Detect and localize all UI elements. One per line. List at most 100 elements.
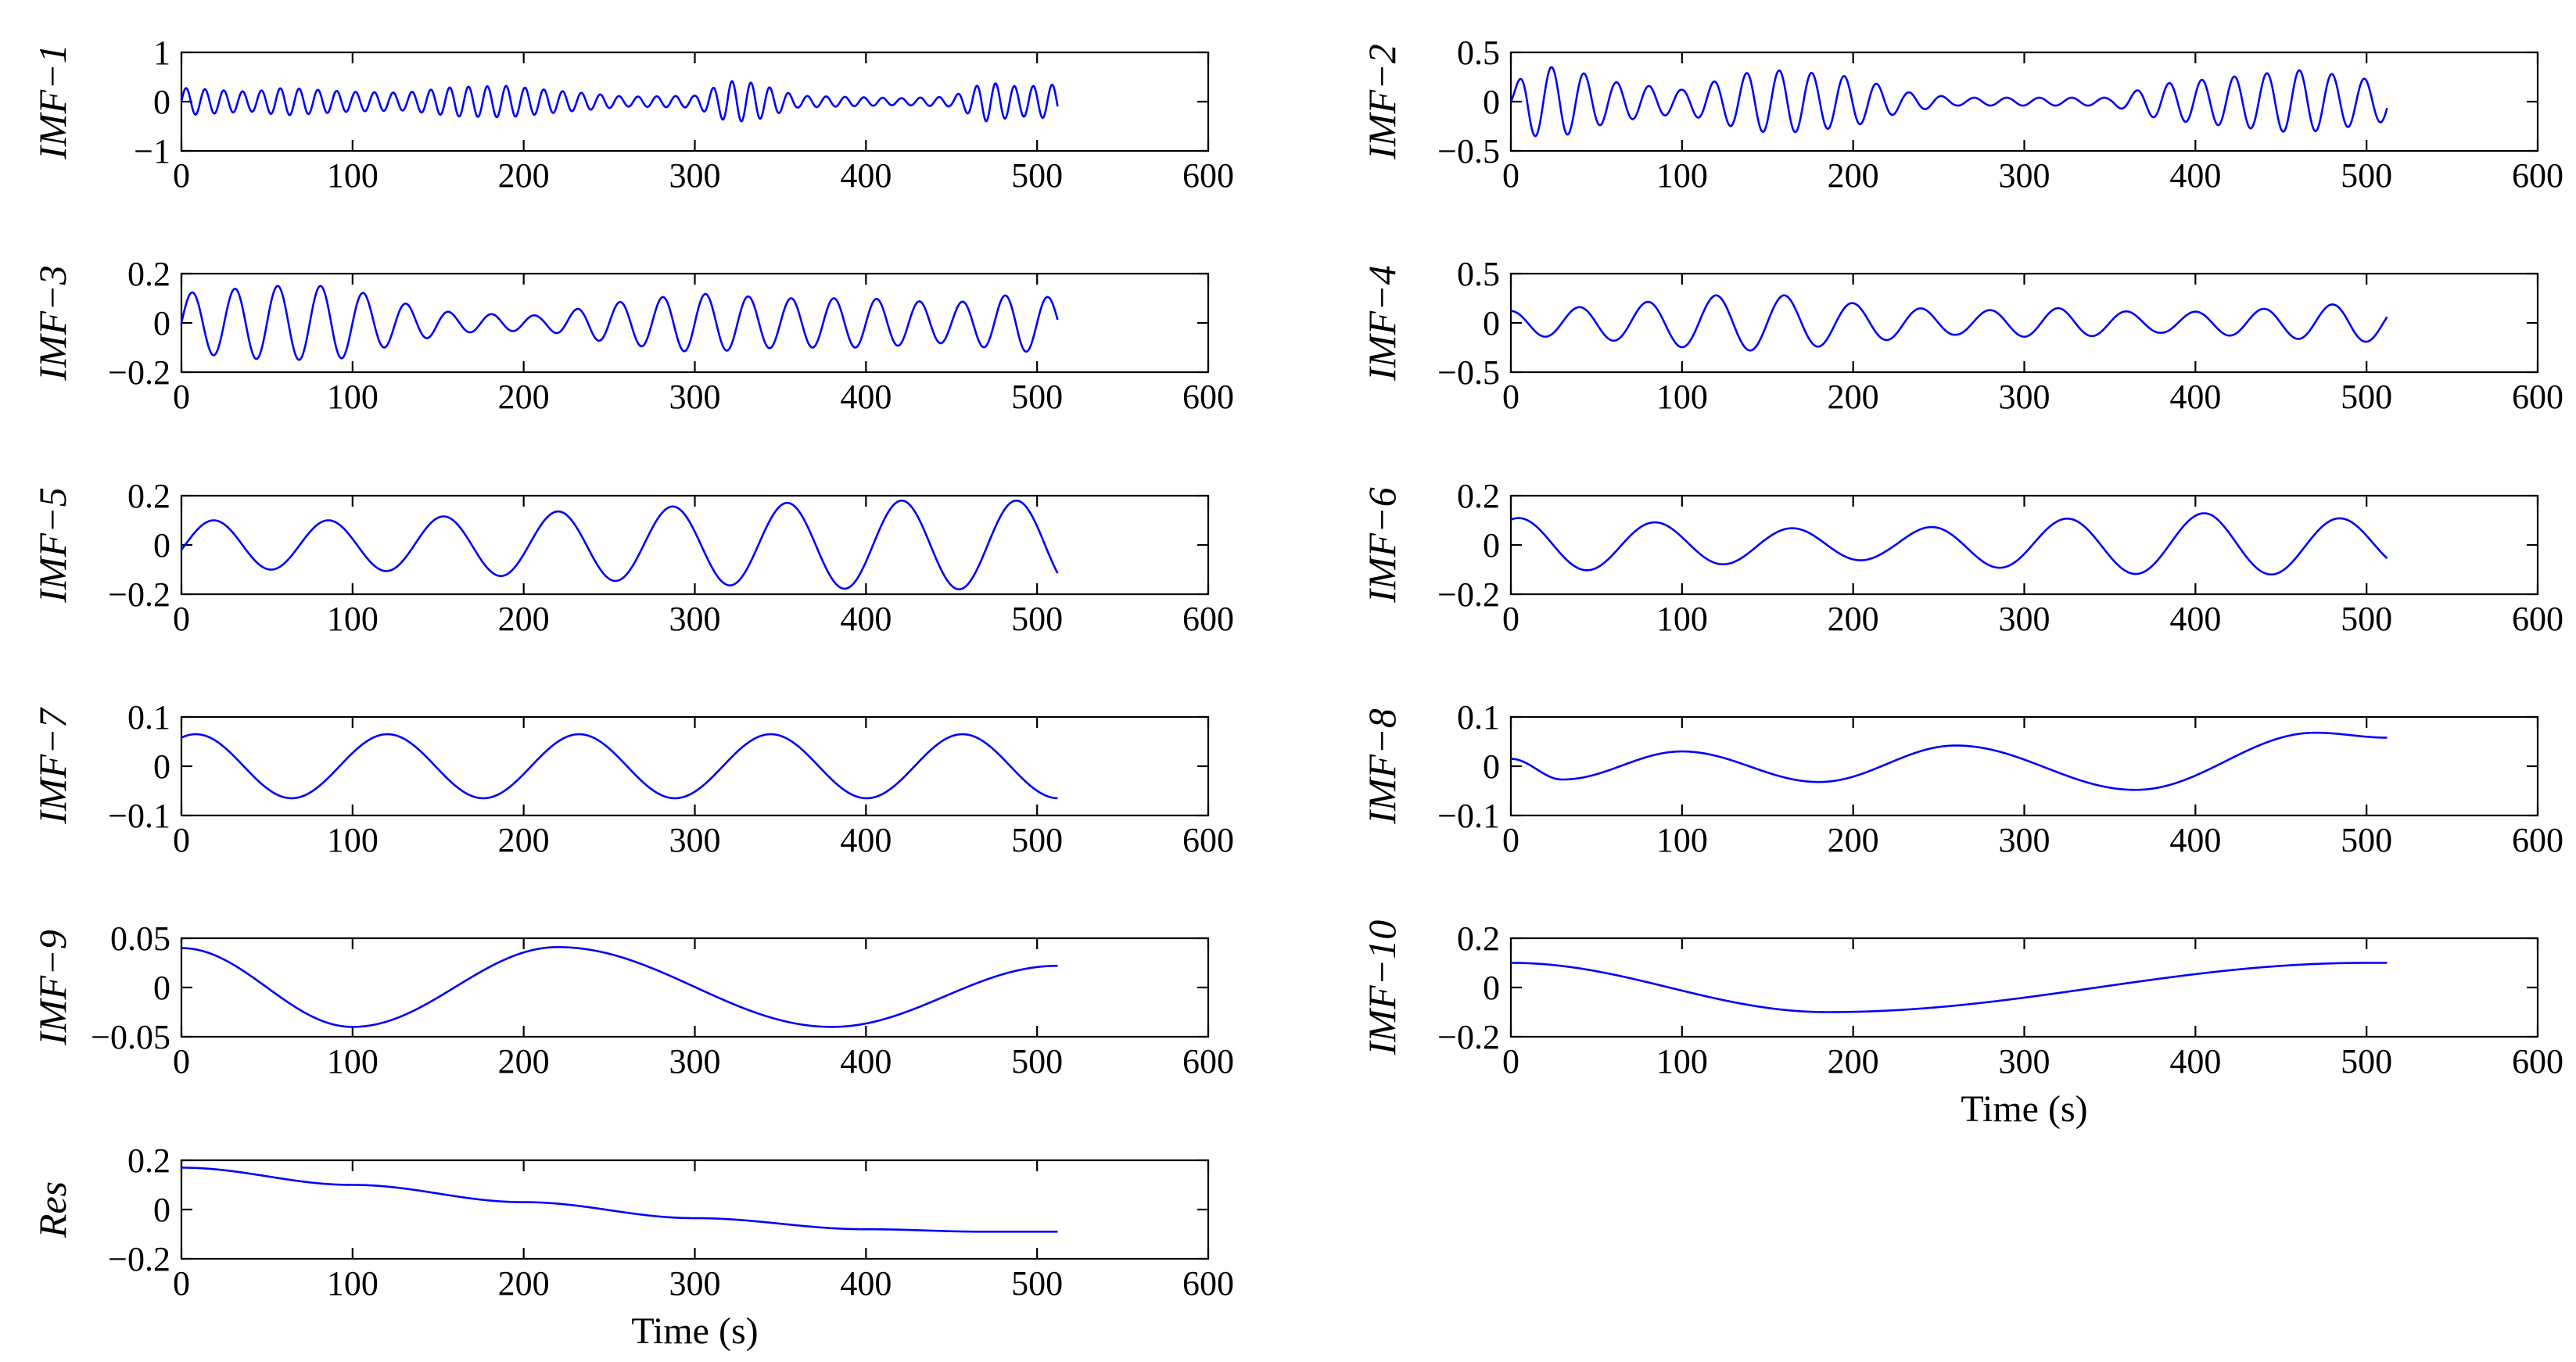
x-tick-label: 300 (1999, 156, 2050, 195)
axes-frame (1509, 715, 2539, 817)
x-tick-label: 500 (1011, 821, 1063, 859)
y-tick-label: −0.2 (108, 353, 170, 392)
series-line (181, 1167, 1059, 1233)
x-tick-label: 600 (2512, 156, 2563, 195)
series-line (181, 733, 1059, 800)
y-axis-label: IMF−7 (30, 707, 74, 825)
y-tick-label: 0 (153, 526, 170, 565)
y-axis-label: IMF−5 (30, 487, 74, 604)
x-tick-label: 500 (2341, 1042, 2392, 1081)
x-tick-label: 400 (840, 1264, 892, 1303)
x-tick-label: 0 (173, 821, 190, 859)
x-tick-label: 300 (1999, 821, 2050, 859)
x-tick-label: 500 (1011, 1264, 1063, 1303)
x-axis-label: Time (s) (631, 1310, 758, 1352)
axes-frame (1509, 494, 2539, 596)
y-tick-label: 0 (153, 304, 170, 342)
x-tick-label: 400 (840, 600, 892, 638)
y-tick-label: 0 (1483, 747, 1500, 786)
x-tick-label: 300 (1999, 378, 2050, 416)
y-axis-label: IMF−4 (1360, 265, 1404, 382)
y-tick-label: 0 (153, 1191, 170, 1229)
x-tick-label: 100 (327, 1264, 379, 1303)
y-tick-label: 1 (153, 34, 170, 72)
x-tick-label: 400 (2169, 821, 2221, 859)
x-tick-label: 600 (1182, 156, 1234, 195)
x-tick-label: 200 (498, 821, 550, 859)
x-tick-label: 400 (840, 378, 892, 416)
series-line (1510, 962, 2388, 1013)
series-line (180, 285, 1059, 361)
y-tick-label: −0.1 (1437, 797, 1500, 835)
x-tick-label: 500 (1011, 156, 1063, 195)
x-tick-label: 500 (1011, 600, 1063, 638)
y-tick-label: 0.5 (1457, 255, 1500, 293)
y-axis-label: IMF−3 (30, 265, 74, 382)
x-tick-label: 600 (2512, 600, 2563, 638)
y-tick-label: −0.5 (1437, 132, 1500, 170)
y-tick-label: 0 (1483, 83, 1500, 121)
x-tick-label: 500 (2341, 821, 2392, 859)
y-axis-label: IMF−9 (30, 930, 74, 1046)
x-tick-label: 400 (840, 821, 892, 859)
y-tick-label: 0 (153, 969, 170, 1007)
x-tick-label: 400 (2169, 600, 2221, 638)
y-tick-label: −0.2 (1437, 1018, 1500, 1056)
y-axis-label: IMF−8 (1360, 708, 1404, 825)
x-tick-label: 100 (327, 600, 379, 638)
y-tick-label: 0.2 (127, 255, 170, 293)
x-tick-label: 600 (2512, 821, 2563, 859)
x-tick-label: 200 (498, 1264, 550, 1303)
x-tick-label: 200 (498, 1042, 550, 1081)
axes-frame (180, 1159, 1210, 1260)
x-tick-label: 100 (1656, 378, 1708, 416)
y-tick-label: 0.1 (1457, 698, 1500, 737)
x-tick-label: 400 (2169, 156, 2221, 195)
x-axis-label: Time (s) (1961, 1088, 2087, 1130)
y-tick-label: −1 (134, 132, 170, 170)
y-axis-label: Res (30, 1181, 74, 1238)
x-tick-label: 200 (1828, 1042, 1879, 1081)
x-tick-label: 0 (1502, 1042, 1519, 1081)
x-tick-label: 600 (1182, 600, 1234, 638)
x-tick-label: 100 (1656, 821, 1708, 859)
x-tick-label: 100 (327, 1042, 379, 1081)
x-tick-label: 100 (327, 821, 379, 859)
y-axis-label: IMF−1 (30, 44, 74, 160)
x-tick-label: 0 (173, 378, 190, 416)
y-tick-label: −0.5 (1437, 353, 1500, 392)
y-axis-label: IMF−10 (1360, 920, 1404, 1056)
x-tick-label: 400 (2169, 378, 2221, 416)
x-tick-label: 0 (1502, 600, 1519, 638)
series-line (181, 946, 1059, 1028)
axes-frame (1509, 937, 2539, 1038)
x-tick-label: 600 (2512, 378, 2563, 416)
series-line (180, 500, 1059, 590)
x-tick-label: 500 (2341, 378, 2392, 416)
x-tick-label: 0 (173, 1042, 190, 1081)
y-tick-label: 0 (1483, 526, 1500, 565)
x-tick-label: 200 (1828, 378, 1879, 416)
x-tick-label: 200 (1828, 600, 1879, 638)
y-tick-label: 0 (1483, 969, 1500, 1007)
x-tick-label: 300 (669, 1264, 721, 1303)
axes-frame (180, 494, 1210, 596)
x-tick-label: 400 (2169, 1042, 2221, 1081)
series-line (1510, 294, 2388, 352)
x-tick-label: 100 (1656, 1042, 1708, 1081)
x-tick-label: 600 (1182, 1264, 1234, 1303)
y-tick-label: −0.2 (1437, 575, 1500, 614)
x-tick-label: 200 (1828, 156, 1879, 195)
x-tick-label: 100 (1656, 600, 1708, 638)
axes-frame (180, 51, 1210, 152)
series-line (1510, 512, 2388, 576)
